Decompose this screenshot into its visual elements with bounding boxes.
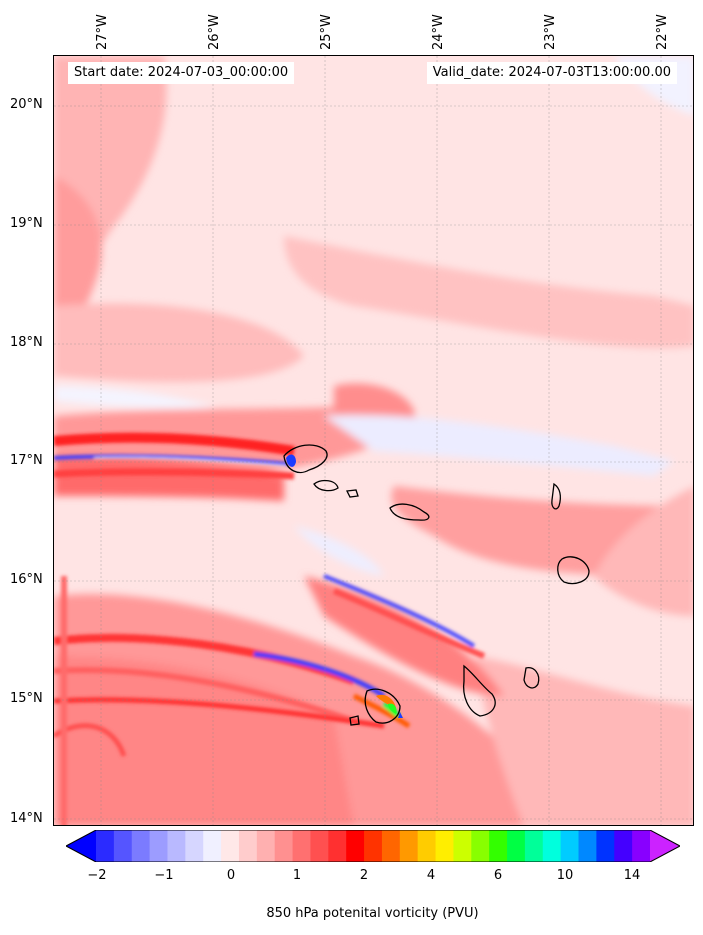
pv-field-map (54, 56, 693, 825)
colorbar-segment (149, 830, 168, 862)
island-boa-vista (557, 556, 590, 585)
cb-tick-neg2: −2 (87, 868, 107, 883)
lat-tick-19n: 19°N (10, 216, 43, 231)
colorbar-segment (113, 830, 133, 862)
island-santo-antao (283, 444, 328, 474)
colorbar-segment (524, 830, 544, 862)
colorbar-segment (632, 830, 651, 862)
island-sao-nicolau (389, 503, 430, 521)
valid-date-label: Valid_date: 2024-07-03T13:00:00.00 (426, 62, 677, 84)
colorbar-segment (614, 830, 633, 862)
lat-tick-18n: 18°N (10, 335, 43, 350)
cb-tick-0: 0 (226, 868, 236, 883)
island-sao-vicente (313, 479, 339, 492)
colorbar-extend-max (650, 830, 680, 862)
pv-shading (54, 56, 693, 825)
colorbar-segment (203, 830, 222, 862)
colorbar-segment (238, 830, 258, 862)
colorbar-segment (292, 830, 311, 862)
cb-tick-14: 14 (623, 868, 641, 883)
island-santa-luzia (346, 489, 359, 498)
colorbar-segment (471, 830, 490, 862)
colorbar-segment (364, 830, 383, 862)
colorbar-segment (489, 830, 508, 862)
colorbar-segment (435, 830, 454, 862)
lon-tick-26w: 26°W (207, 14, 222, 50)
colorbar-segment (346, 830, 365, 862)
colorbar-segment (131, 830, 151, 862)
coastlines (283, 444, 590, 726)
island-fogo (364, 688, 401, 724)
colorbar-label: 850 hPa potenital vorticity (PVU) (266, 906, 479, 921)
colorbar-segment (167, 830, 186, 862)
cb-tick-6: 6 (493, 868, 503, 883)
colorbar-segment (596, 830, 615, 862)
colorbar-segment (399, 830, 419, 862)
island-pv-contours (286, 454, 403, 718)
island-santiago (462, 664, 496, 717)
lon-tick-25w: 25°W (319, 14, 334, 50)
cb-tick-4: 4 (426, 868, 436, 883)
lon-tick-23w: 23°W (543, 14, 558, 50)
colorbar-segment (542, 830, 562, 862)
lat-tick-20n: 20°N (10, 97, 43, 112)
colorbar-segment (453, 830, 472, 862)
cb-tick-10: 10 (556, 868, 574, 883)
cb-tick-2: 2 (359, 868, 369, 883)
lon-tick-22w: 22°W (655, 14, 670, 50)
start-date-label: Start date: 2024-07-03_00:00:00 (68, 62, 295, 84)
colorbar-segment (274, 830, 294, 862)
colorbar-segment (578, 830, 597, 862)
colorbar-segment (221, 830, 240, 862)
map-area (53, 55, 694, 826)
island-brava (349, 715, 360, 726)
gridlines (54, 56, 693, 825)
island-sal (551, 482, 561, 510)
lat-tick-14n: 14°N (10, 811, 43, 826)
colorbar-segment (328, 830, 347, 862)
colorbar-segment (560, 830, 580, 862)
lon-tick-24w: 24°W (431, 14, 446, 50)
lon-tick-27w: 27°W (95, 14, 110, 50)
lat-tick-15n: 15°N (10, 691, 43, 706)
colorbar (66, 830, 680, 862)
colorbar-segment (417, 830, 437, 862)
colorbar-segment (185, 830, 204, 862)
island-maio (523, 667, 540, 689)
colorbar-segment (310, 830, 329, 862)
colorbar-extend-min (66, 830, 96, 862)
colorbar-segment (381, 830, 401, 862)
colorbar-segment (96, 830, 115, 862)
lat-tick-17n: 17°N (10, 453, 43, 468)
lat-tick-16n: 16°N (10, 572, 43, 587)
cb-tick-neg1: −1 (154, 868, 174, 883)
colorbar-segment (507, 830, 526, 862)
colorbar-segment (256, 830, 276, 862)
cb-tick-1: 1 (292, 868, 302, 883)
